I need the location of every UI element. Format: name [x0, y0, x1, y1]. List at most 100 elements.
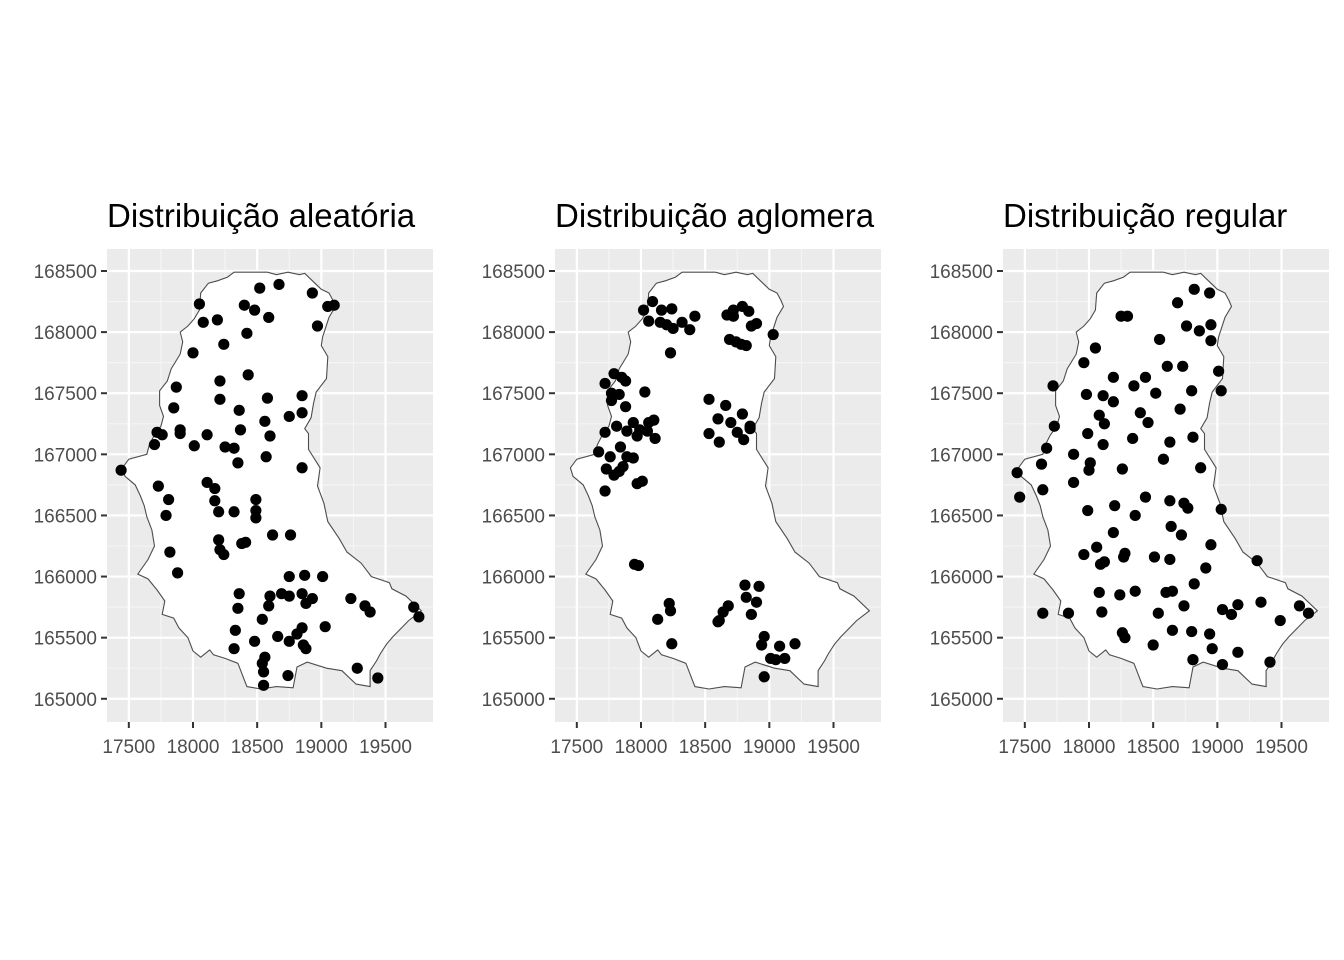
data-point	[789, 638, 801, 650]
data-point	[241, 327, 253, 339]
data-point	[599, 426, 611, 438]
data-point	[1193, 325, 1205, 337]
data-point	[1182, 502, 1194, 514]
data-point	[667, 322, 679, 335]
data-point	[664, 605, 677, 617]
data-point	[713, 436, 725, 448]
data-point	[721, 309, 733, 321]
data-point	[753, 580, 765, 592]
data-point	[296, 390, 308, 402]
data-point	[739, 579, 751, 591]
data-point	[1166, 585, 1179, 597]
data-point	[1150, 387, 1162, 399]
data-point	[272, 630, 284, 643]
data-point	[229, 624, 241, 636]
y-tick-label: 166500	[34, 506, 97, 527]
data-point	[187, 347, 199, 359]
data-point	[1121, 310, 1134, 322]
data-point	[1097, 438, 1109, 451]
data-point	[1062, 607, 1075, 619]
data-point	[750, 596, 763, 608]
data-point	[1206, 643, 1218, 655]
data-point	[599, 485, 611, 497]
x-tick-label: 18000	[167, 737, 220, 758]
x-tick-label: 18500	[1127, 737, 1180, 758]
data-point	[604, 451, 616, 463]
data-point	[1148, 551, 1161, 563]
data-point	[283, 635, 295, 647]
panel-title: Distribuição aglomera	[555, 197, 875, 234]
data-point	[233, 588, 245, 600]
data-point	[1200, 562, 1212, 574]
data-point	[652, 613, 664, 625]
data-point	[1274, 614, 1286, 627]
data-point	[1232, 646, 1244, 658]
data-point	[1082, 427, 1094, 440]
y-tick-label: 166000	[930, 568, 993, 589]
data-point	[611, 420, 623, 432]
data-point	[188, 440, 200, 452]
y-tick-label: 167000	[34, 445, 97, 466]
data-point	[232, 457, 244, 469]
data-point	[1114, 589, 1126, 601]
data-point	[1129, 509, 1141, 522]
data-point	[655, 304, 668, 316]
data-point	[209, 495, 221, 507]
data-point	[283, 590, 295, 602]
data-point	[250, 512, 262, 524]
data-point	[1078, 357, 1090, 369]
data-point	[712, 616, 724, 628]
data-point	[283, 410, 295, 423]
data-point	[1177, 360, 1189, 372]
data-point	[256, 657, 268, 669]
y-axis: 165000 165500 166000 166500 167000 167500 1680…	[930, 262, 1003, 711]
data-point	[1142, 416, 1154, 429]
data-point	[319, 621, 331, 633]
data-point	[743, 305, 755, 317]
data-point	[1116, 463, 1128, 475]
data-point	[1067, 476, 1080, 489]
data-point	[296, 462, 308, 474]
data-point	[242, 369, 254, 381]
x-tick-label: 19500	[807, 737, 860, 758]
data-point	[300, 643, 312, 655]
data-point	[641, 425, 654, 437]
data-point	[1098, 556, 1110, 568]
data-point	[1097, 390, 1109, 402]
y-tick-label: 168000	[34, 323, 97, 344]
data-point	[1187, 654, 1199, 666]
plot-area	[107, 249, 433, 722]
data-point	[148, 438, 161, 451]
x-axis: 17500 18000 18500 19000 19500	[998, 722, 1308, 758]
x-tick-label: 17500	[102, 737, 155, 758]
data-point	[636, 475, 648, 487]
data-point	[1161, 360, 1173, 372]
data-point	[1264, 656, 1276, 668]
y-axis: 165000 165500 166000 166500 167000 167500 1680…	[34, 262, 107, 711]
data-point	[228, 643, 240, 655]
data-point	[1083, 464, 1095, 476]
data-point	[168, 402, 180, 414]
data-point	[250, 493, 262, 506]
data-point	[299, 569, 311, 581]
data-point	[740, 339, 752, 352]
data-point	[259, 415, 271, 427]
data-point	[1205, 539, 1217, 551]
plot-area	[555, 249, 881, 722]
data-point	[263, 311, 275, 324]
data-point	[1139, 491, 1152, 503]
data-point	[1091, 541, 1103, 553]
data-point	[1225, 608, 1238, 621]
data-point	[1255, 596, 1267, 608]
data-point	[1251, 555, 1263, 567]
y-tick-label: 166000	[482, 568, 545, 589]
data-point	[639, 386, 651, 398]
data-point	[257, 679, 270, 691]
data-point	[613, 388, 625, 401]
data-point	[115, 464, 127, 476]
x-tick-label: 19500	[359, 737, 412, 758]
data-point	[627, 416, 639, 429]
data-point	[233, 404, 245, 416]
data-point	[779, 652, 791, 665]
points-layer	[593, 295, 801, 683]
